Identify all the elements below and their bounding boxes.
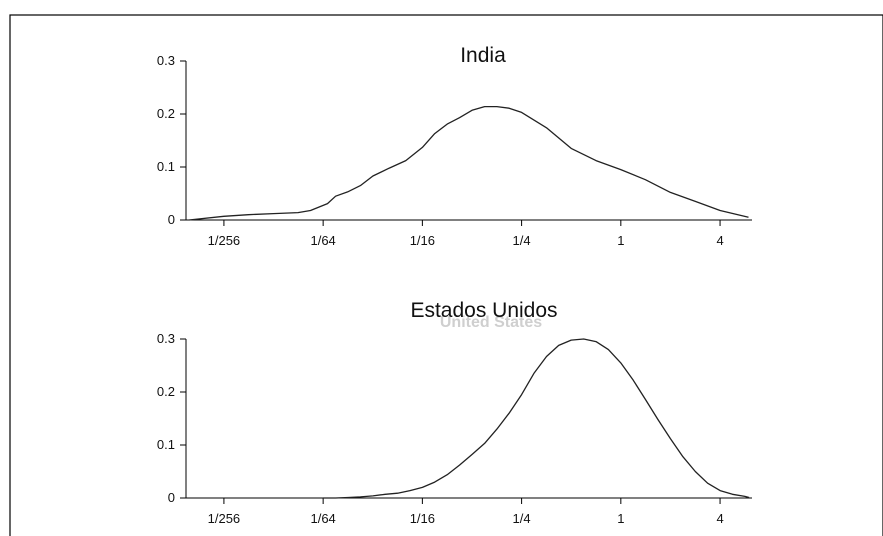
india-x-tick-label: 1/16 xyxy=(410,233,435,248)
estados-unidos-title: Estados Unidos xyxy=(410,299,557,322)
india-x-tick-label: 1/4 xyxy=(513,233,531,248)
estados-unidos-y-tick-label: 0 xyxy=(168,490,175,505)
india-panel: India 0 0.1 0.2 0.3 1/256 1/64 1/16 1/4 1 4 xyxy=(157,44,752,248)
india-title: India xyxy=(460,44,506,67)
india-x-tick-label: 1 xyxy=(617,233,624,248)
estados-unidos-y-tick-label: 0.3 xyxy=(157,331,175,346)
estados-unidos-x-tick-label: 1/64 xyxy=(310,511,335,526)
estados-unidos-density-line xyxy=(323,338,750,499)
estados-unidos-y-tick-label: 0.2 xyxy=(157,384,175,399)
india-y-tick-label: 0.1 xyxy=(157,159,175,174)
figure-border xyxy=(9,14,883,536)
overlapped-title-text: United States xyxy=(440,314,542,331)
india-y-tick-label: 0.3 xyxy=(157,53,175,68)
india-y-tick-label: 0 xyxy=(168,212,175,227)
estados-unidos-panel: United States Estados Unidos 0 0.1 0.2 0.3 1… xyxy=(157,299,752,526)
india-y-tick-label: 0.2 xyxy=(157,106,175,121)
india-density-line xyxy=(188,105,749,221)
estados-unidos-x-tick-label: 4 xyxy=(716,511,723,526)
estados-unidos-x-tick-label: 1/4 xyxy=(513,511,531,526)
estados-unidos-y-tick-label: 0.1 xyxy=(157,437,175,452)
estados-unidos-x-tick-label: 1/16 xyxy=(410,511,435,526)
india-x-tick-label: 1/256 xyxy=(208,233,241,248)
estados-unidos-x-tick-label: 1 xyxy=(617,511,624,526)
estados-unidos-x-tick-label: 1/256 xyxy=(208,511,241,526)
india-x-tick-label: 4 xyxy=(716,233,723,248)
india-x-tick-label: 1/64 xyxy=(310,233,335,248)
